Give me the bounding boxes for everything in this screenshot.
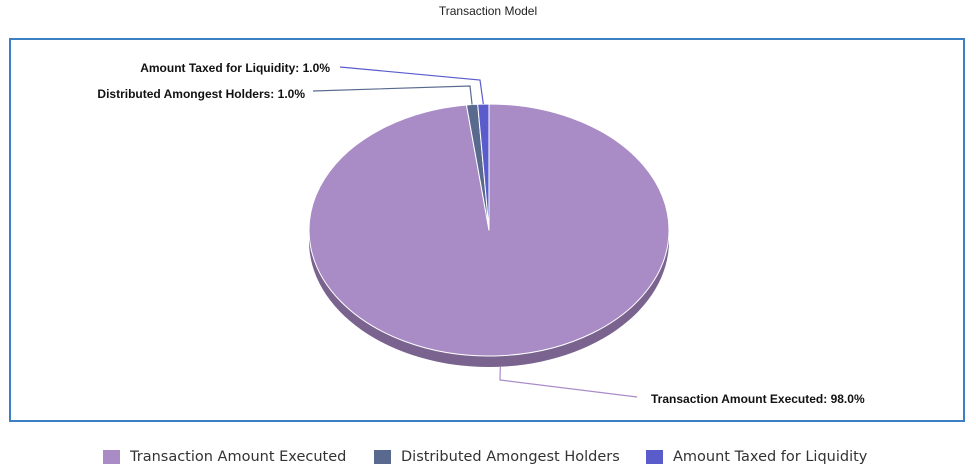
leader-lines bbox=[312, 66, 638, 398]
chart-title: Transaction Model bbox=[438, 4, 538, 18]
leader-line-transaction-amount-executed bbox=[499, 366, 638, 398]
legend-item-distributed-amongest-holders[interactable]: Distributed Amongest Holders bbox=[374, 446, 620, 468]
legend: Transaction Amount Executed Distributed … bbox=[0, 446, 976, 468]
legend-item-amount-taxed-for-liquidity[interactable]: Amount Taxed for Liquidity bbox=[646, 446, 867, 468]
legend-label: Distributed Amongest Holders bbox=[401, 449, 620, 465]
pie-chart: Transaction Amount Executed: 98.0% Distri… bbox=[97, 61, 865, 406]
data-labels: Transaction Amount Executed: 98.0% Distri… bbox=[97, 61, 865, 406]
legend-swatch bbox=[103, 450, 120, 464]
pie-slice-amount-taxed-for-liquidity[interactable] bbox=[477, 103, 490, 231]
legend-label: Transaction Amount Executed bbox=[130, 449, 347, 465]
pie-slices bbox=[308, 103, 670, 357]
data-label-amount-taxed-for-liquidity: Amount Taxed for Liquidity: 1.0% bbox=[140, 61, 330, 75]
leader-line-amount-taxed-for-liquidity bbox=[339, 66, 484, 105]
legend-label: Amount Taxed for Liquidity bbox=[673, 449, 868, 465]
leader-line-distributed-amongest-holders bbox=[312, 85, 473, 105]
legend-item-transaction-amount-executed[interactable]: Transaction Amount Executed bbox=[103, 446, 346, 468]
legend-swatch bbox=[646, 450, 663, 464]
data-label-distributed-amongest-holders: Distributed Amongest Holders: 1.0% bbox=[97, 87, 305, 101]
legend-swatch bbox=[374, 450, 391, 464]
data-label-transaction-amount-executed: Transaction Amount Executed: 98.0% bbox=[651, 392, 865, 406]
